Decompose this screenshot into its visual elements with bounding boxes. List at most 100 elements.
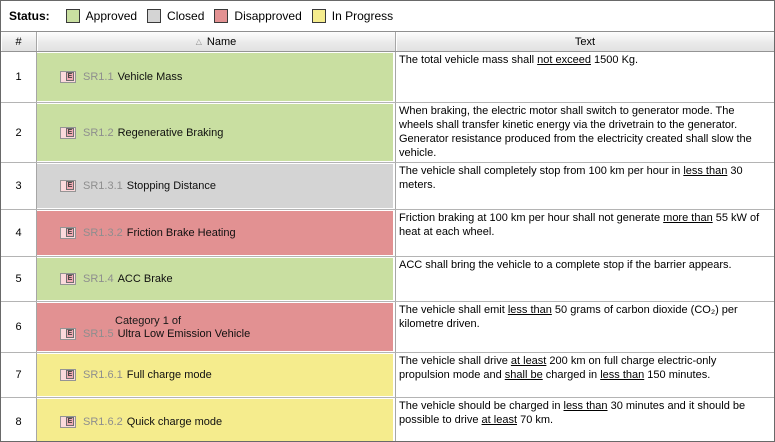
status-legend-item: Disapproved xyxy=(214,9,302,23)
column-header-text[interactable]: Text xyxy=(396,32,774,51)
requirement-icon-letter: E xyxy=(66,181,74,190)
requirement-title: Full charge mode xyxy=(126,369,212,381)
requirement-name-line: E SR1.6.1 Full charge mode xyxy=(60,369,393,381)
requirement-text-cell[interactable]: The vehicle should be charged in less th… xyxy=(396,398,774,441)
requirement-id: SR1.2 xyxy=(83,126,114,139)
requirement-icon: E xyxy=(60,369,76,381)
requirement-text-cell[interactable]: The vehicle shall emit less than 50 gram… xyxy=(396,302,774,352)
requirement-name-cell[interactable]: E SR1.4 ACC Brake xyxy=(37,257,396,301)
status-legend-label: Disapproved xyxy=(234,9,302,23)
requirement-icon: E xyxy=(60,126,76,139)
requirement-text-cell[interactable]: When braking, the electric motor shall s… xyxy=(396,103,774,162)
requirement-title: Friction Brake Heating xyxy=(126,227,236,239)
status-legend-label: Approved xyxy=(85,9,138,23)
requirement-name-cell[interactable]: E SR1.3.2 Friction Brake Heating xyxy=(37,210,396,256)
status-color-chip xyxy=(311,9,326,23)
requirement-name-line: E SR1.2 Regenerative Braking xyxy=(60,126,393,139)
requirement-name-cell[interactable]: E SR1.6.2 Quick charge mode xyxy=(37,398,396,441)
requirement-title: Ultra Low Emission Vehicle xyxy=(117,327,251,340)
requirement-name-fill: E SR1.6.2 Quick charge mode xyxy=(37,399,393,441)
requirement-icon: E xyxy=(60,71,76,83)
requirement-icon-letter: E xyxy=(66,72,74,81)
requirement-name-fill: E SR1.6.1 Full charge mode xyxy=(37,354,393,396)
category-label: Category 1 of xyxy=(115,314,182,327)
row-number-cell: 3 xyxy=(1,163,37,209)
table-row[interactable]: 3 E SR1.3.1 Stopping Distance The vehicle sh… xyxy=(1,162,774,209)
row-number-cell: 6 xyxy=(1,302,37,352)
requirement-name-line: E SR1.1 Vehicle Mass xyxy=(60,71,393,83)
table-row[interactable]: 7 E SR1.6.1 Full charge mode The vehicle sha… xyxy=(1,352,774,397)
status-color-chip xyxy=(65,9,80,23)
requirement-id: SR1.6.1 xyxy=(83,369,123,381)
status-legend-item: Approved xyxy=(65,9,138,23)
table-row[interactable]: 5 E SR1.4 ACC Brake ACC shall bring the vehi… xyxy=(1,256,774,301)
requirement-name-line: E SR1.6.2 Quick charge mode xyxy=(60,415,393,428)
requirement-icon: E xyxy=(60,227,76,239)
table-row[interactable]: 1 E SR1.1 Vehicle Mass The total vehicle mas… xyxy=(1,52,774,102)
requirement-text-cell[interactable]: The vehicle shall completely stop from 1… xyxy=(396,163,774,209)
table-row[interactable]: 8 E SR1.6.2 Quick charge mode The vehicle sh… xyxy=(1,397,774,441)
requirement-name-line: E SR1.4 ACC Brake xyxy=(60,273,393,285)
status-legend: Status: Approved Closed Disapproved In Prog… xyxy=(1,1,774,32)
status-legend-title: Status: xyxy=(9,9,50,23)
requirement-name-cell[interactable]: E SR1.3.1 Stopping Distance xyxy=(37,163,396,209)
requirement-name-cell[interactable]: Category 1 of E SR1.5 Ultra Low Emission Ve… xyxy=(37,302,396,352)
requirement-title: Stopping Distance xyxy=(126,180,217,192)
row-number-cell: 8 xyxy=(1,398,37,441)
row-number-cell: 1 xyxy=(1,52,37,102)
column-header-number[interactable]: # xyxy=(1,32,37,51)
status-color-chip xyxy=(214,9,229,23)
requirement-name-cell[interactable]: E SR1.1 Vehicle Mass xyxy=(37,52,396,102)
requirement-icon-letter: E xyxy=(66,127,74,137)
requirement-name-line: E SR1.3.2 Friction Brake Heating xyxy=(60,227,393,239)
requirement-name-fill: E SR1.3.2 Friction Brake Heating xyxy=(37,211,393,255)
sort-ascending-icon: △ xyxy=(195,36,202,46)
table-body: 1 E SR1.1 Vehicle Mass The total vehicle mas… xyxy=(1,52,774,441)
requirement-id: SR1.3.2 xyxy=(83,227,123,239)
requirement-title: ACC Brake xyxy=(117,273,173,285)
requirement-icon-letter: E xyxy=(66,228,74,237)
requirement-icon: E xyxy=(60,273,76,285)
requirement-icon-letter: E xyxy=(66,274,74,283)
requirement-name-line: E SR1.3.1 Stopping Distance xyxy=(60,180,393,192)
row-number-cell: 4 xyxy=(1,210,37,256)
status-legend-items: Approved Closed Disapproved In Progress xyxy=(56,9,393,23)
requirement-name-fill: E SR1.1 Vehicle Mass xyxy=(37,53,393,101)
table-row[interactable]: 6 Category 1 of E SR1.5 Ultra Low Emission V… xyxy=(1,301,774,352)
requirement-text-cell[interactable]: Friction braking at 100 km per hour shal… xyxy=(396,210,774,256)
table-header: # △ Name Text xyxy=(1,32,774,52)
requirement-text-cell[interactable]: The vehicle shall drive at least 200 km … xyxy=(396,353,774,397)
row-number-cell: 5 xyxy=(1,257,37,301)
requirement-name-cell[interactable]: E SR1.2 Regenerative Braking xyxy=(37,103,396,162)
column-header-name[interactable]: △ Name xyxy=(37,32,396,51)
status-legend-item: In Progress xyxy=(311,9,394,23)
status-color-chip xyxy=(147,9,162,23)
row-number-cell: 7 xyxy=(1,353,37,397)
requirement-icon-letter: E xyxy=(66,328,74,338)
requirement-name-cell[interactable]: E SR1.6.1 Full charge mode xyxy=(37,353,396,397)
requirement-id: SR1.6.2 xyxy=(83,415,123,428)
requirement-text-cell[interactable]: ACC shall bring the vehicle to a complet… xyxy=(396,257,774,301)
requirement-icon-letter: E xyxy=(66,370,74,379)
requirement-name-fill: Category 1 of E SR1.5 Ultra Low Emission Ve… xyxy=(37,303,393,351)
requirement-icon: E xyxy=(60,180,76,192)
status-legend-label: In Progress xyxy=(331,9,394,23)
requirement-name-fill: E SR1.2 Regenerative Braking xyxy=(37,104,393,161)
requirement-title: Regenerative Braking xyxy=(117,126,224,139)
requirement-id: SR1.4 xyxy=(83,273,114,285)
requirement-title: Vehicle Mass xyxy=(117,71,183,83)
table-row[interactable]: 2 E SR1.2 Regenerative Braking When braking,… xyxy=(1,102,774,162)
status-legend-label: Closed xyxy=(167,9,205,23)
requirement-text-cell[interactable]: The total vehicle mass shall not exceed … xyxy=(396,52,774,102)
status-legend-item: Closed xyxy=(147,9,204,23)
requirement-icon-letter: E xyxy=(66,416,74,426)
requirement-id: SR1.1 xyxy=(83,71,114,83)
requirement-name-fill: E SR1.3.1 Stopping Distance xyxy=(37,164,393,208)
requirement-name-line: E SR1.5 Ultra Low Emission Vehicle xyxy=(60,327,393,340)
requirement-name-fill: E SR1.4 ACC Brake xyxy=(37,258,393,300)
requirement-id: SR1.5 xyxy=(83,327,114,340)
table-row[interactable]: 4 E SR1.3.2 Friction Brake Heating Friction … xyxy=(1,209,774,256)
requirement-id: SR1.3.1 xyxy=(83,180,123,192)
requirement-icon: E xyxy=(60,327,76,340)
